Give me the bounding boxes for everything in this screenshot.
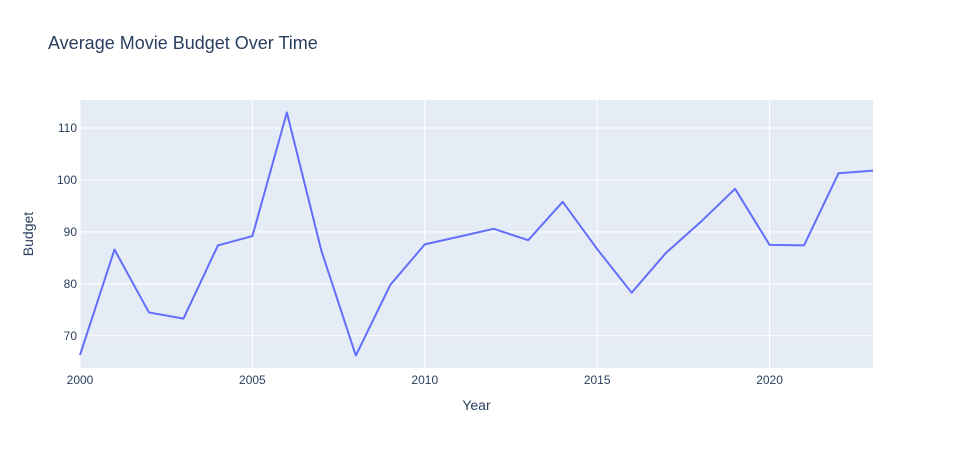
y-axis-label: Budget bbox=[20, 212, 36, 256]
data-point bbox=[493, 228, 495, 230]
x-tick-label: 2020 bbox=[756, 373, 783, 387]
data-point bbox=[665, 251, 667, 253]
data-point bbox=[217, 244, 219, 246]
chart-title: Average Movie Budget Over Time bbox=[48, 33, 318, 53]
data-point bbox=[837, 172, 839, 174]
data-point bbox=[596, 248, 598, 250]
data-point bbox=[872, 169, 874, 171]
x-tick-label: 2000 bbox=[67, 373, 94, 387]
y-tick-label: 100 bbox=[57, 173, 77, 187]
data-point bbox=[768, 244, 770, 246]
data-point bbox=[251, 235, 253, 237]
data-point bbox=[389, 284, 391, 286]
data-point bbox=[79, 354, 81, 356]
plot-area bbox=[80, 100, 873, 368]
y-tick-label: 90 bbox=[64, 225, 78, 239]
y-tick-label: 70 bbox=[64, 329, 78, 343]
data-point bbox=[424, 243, 426, 245]
data-point bbox=[286, 111, 288, 113]
data-point bbox=[561, 201, 563, 203]
series-line bbox=[79, 111, 874, 357]
x-tick-label: 2005 bbox=[239, 373, 266, 387]
y-tick-label: 110 bbox=[58, 121, 77, 135]
data-point bbox=[182, 317, 184, 319]
x-axis-label: Year bbox=[462, 397, 491, 413]
data-point bbox=[458, 235, 460, 237]
x-tick-label: 2010 bbox=[411, 373, 438, 387]
y-tick-label: 80 bbox=[64, 277, 78, 291]
grid-layer bbox=[79, 100, 873, 368]
series-layer bbox=[79, 111, 874, 357]
data-point bbox=[148, 311, 150, 313]
data-point bbox=[630, 291, 632, 293]
data-point bbox=[113, 248, 115, 250]
data-point bbox=[803, 244, 805, 246]
x-tick-label: 2015 bbox=[584, 373, 611, 387]
data-point bbox=[699, 221, 701, 223]
data-point bbox=[320, 249, 322, 251]
data-point bbox=[355, 354, 357, 356]
tick-labels: 2000 2005 2010 2015 2020 70 80 90 100 110 bbox=[57, 121, 783, 387]
data-point bbox=[734, 188, 736, 190]
data-point bbox=[527, 239, 529, 241]
